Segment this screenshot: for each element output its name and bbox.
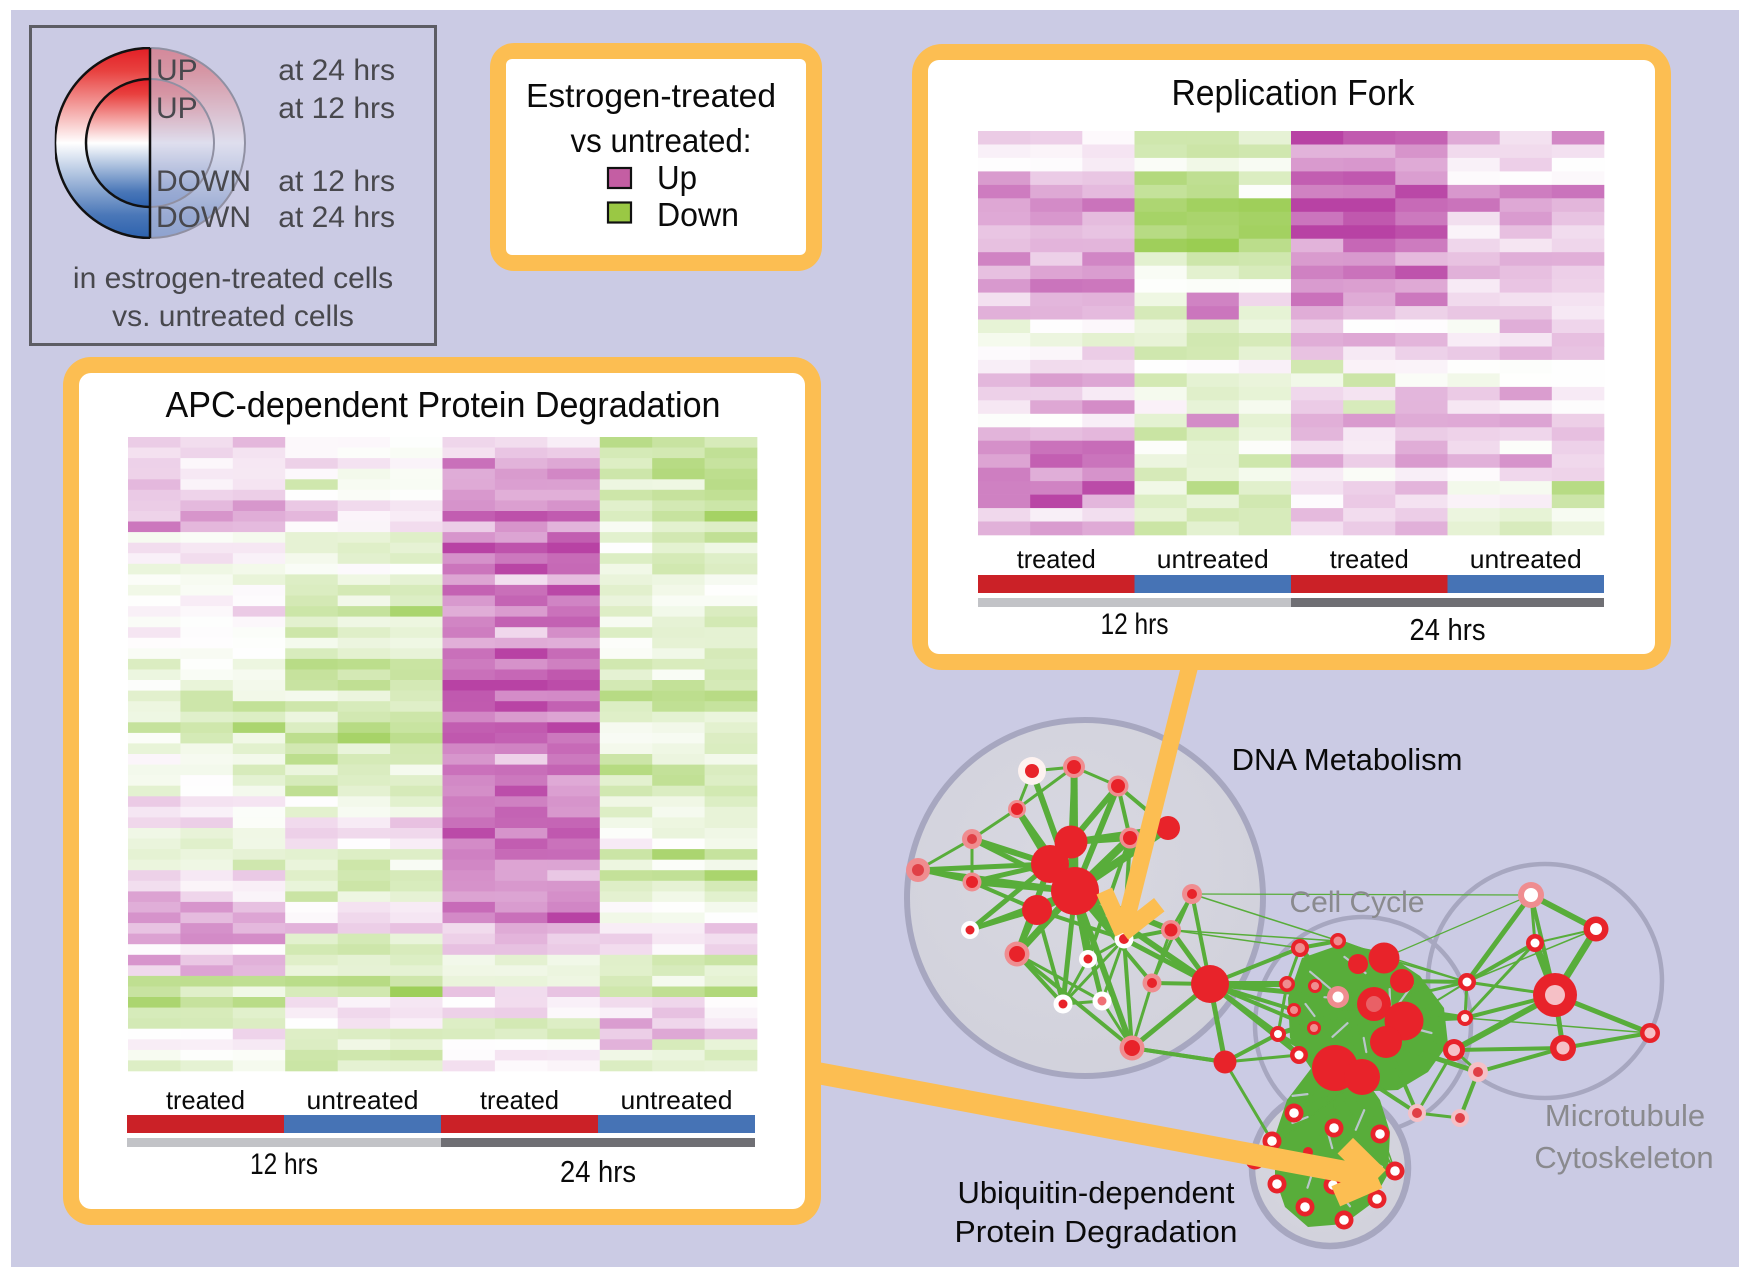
svg-text:Ubiquitin-dependent: Ubiquitin-dependent — [958, 1175, 1235, 1210]
svg-text:Protein Degradation: Protein Degradation — [955, 1214, 1238, 1249]
svg-text:12 hrs: 12 hrs — [250, 1148, 318, 1181]
svg-text:24 hrs: 24 hrs — [560, 1154, 636, 1189]
svg-text:in estrogen-treated cells: in estrogen-treated cells — [73, 262, 393, 295]
svg-text:untreated: untreated — [621, 1085, 733, 1115]
svg-text:Cell Cycle: Cell Cycle — [1289, 886, 1424, 919]
svg-text:24 hrs: 24 hrs — [1410, 612, 1486, 647]
svg-text:untreated: untreated — [1157, 544, 1269, 574]
svg-text:DNA Metabolism: DNA Metabolism — [1232, 742, 1463, 777]
svg-text:DOWN: DOWN — [156, 165, 251, 198]
svg-text:untreated: untreated — [1470, 544, 1582, 574]
svg-text:UP: UP — [156, 92, 198, 125]
svg-text:Estrogen-treated: Estrogen-treated — [526, 77, 776, 114]
svg-text:vs. untreated cells: vs. untreated cells — [112, 300, 354, 333]
svg-text:treated: treated — [166, 1085, 245, 1115]
svg-text:at 12 hrs: at 12 hrs — [278, 92, 395, 125]
svg-text:untreated: untreated — [307, 1085, 419, 1115]
svg-text:Replication Fork: Replication Fork — [1172, 72, 1416, 113]
svg-text:vs untreated:: vs untreated: — [571, 122, 752, 159]
svg-text:treated: treated — [1017, 544, 1096, 574]
svg-text:at 24 hrs: at 24 hrs — [278, 201, 395, 234]
svg-text:Microtubule: Microtubule — [1545, 1098, 1705, 1133]
svg-text:treated: treated — [480, 1085, 559, 1115]
svg-text:treated: treated — [1330, 544, 1409, 574]
svg-text:12 hrs: 12 hrs — [1101, 608, 1169, 641]
svg-text:at 12 hrs: at 12 hrs — [278, 165, 395, 198]
svg-text:Down: Down — [657, 196, 739, 233]
svg-text:Up: Up — [657, 159, 697, 196]
svg-text:Cytoskeleton: Cytoskeleton — [1534, 1140, 1713, 1175]
svg-text:at 24 hrs: at 24 hrs — [278, 54, 395, 87]
svg-text:UP: UP — [156, 54, 198, 87]
svg-text:DOWN: DOWN — [156, 201, 251, 234]
svg-text:APC-dependent Protein Degradat: APC-dependent Protein Degradation — [166, 384, 721, 425]
